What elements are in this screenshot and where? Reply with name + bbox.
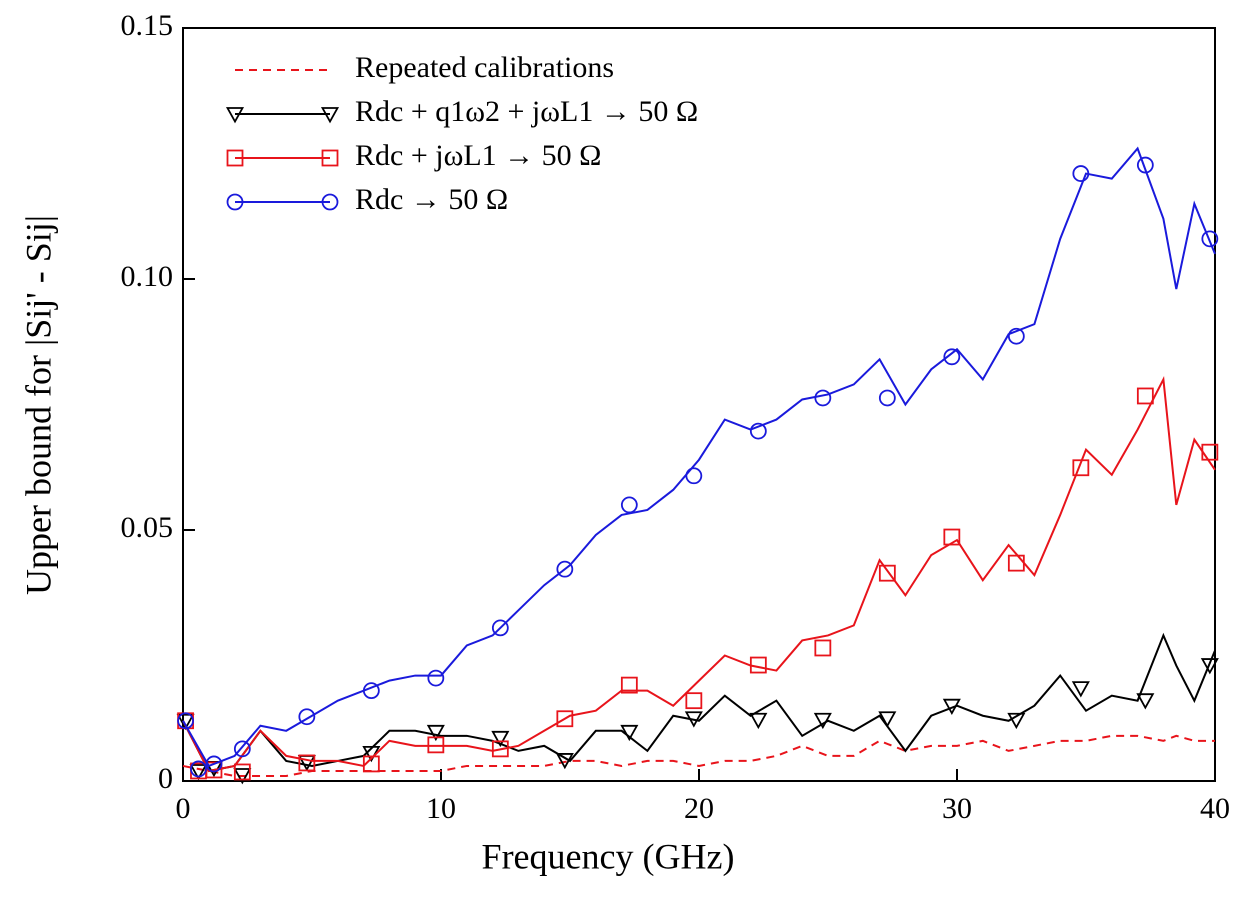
legend-marker <box>226 193 244 211</box>
data-point <box>749 712 768 730</box>
data-point <box>233 768 252 785</box>
legend-marker <box>226 149 244 167</box>
series-line <box>182 375 1216 773</box>
data-point <box>298 708 316 726</box>
data-point <box>1072 165 1090 182</box>
legend-marker <box>321 149 339 167</box>
y-tick-label: 0 <box>158 762 173 795</box>
data-point <box>1072 459 1090 477</box>
data-point <box>814 389 832 407</box>
data-point <box>491 740 509 758</box>
legend-label: Rdc + q1ω2 + jωL1 → 50 Ω <box>355 95 698 128</box>
data-point <box>556 710 574 728</box>
legend-marker <box>320 107 340 124</box>
data-point <box>555 753 574 770</box>
legend-label: Rdc → 50 Ω <box>355 183 508 216</box>
data-point <box>942 698 961 716</box>
data-point <box>233 740 251 758</box>
data-point <box>1201 443 1219 461</box>
data-point <box>491 730 510 748</box>
legend-label: Rdc + jωL1 → 50 Ω <box>355 139 601 172</box>
data-point <box>814 639 832 657</box>
data-point <box>749 422 767 440</box>
data-point <box>426 724 445 742</box>
legend-marker <box>225 107 245 124</box>
x-tick-label: 20 <box>684 792 714 825</box>
data-point <box>749 656 767 674</box>
data-point <box>233 763 251 781</box>
data-point <box>427 669 445 687</box>
data-point <box>177 712 194 730</box>
series-line <box>182 632 1216 773</box>
data-point <box>362 682 380 700</box>
data-point <box>1007 554 1025 572</box>
data-point <box>620 676 638 694</box>
x-tick-label: 10 <box>426 792 456 825</box>
data-point <box>1201 230 1219 248</box>
data-point <box>878 389 896 407</box>
y-tick-label: 0.15 <box>121 9 174 42</box>
x-tick-label: 40 <box>1200 792 1230 825</box>
data-point <box>1007 712 1026 730</box>
data-point <box>620 724 639 742</box>
data-point <box>298 754 316 772</box>
series-line <box>182 734 1215 777</box>
data-point <box>1200 658 1219 675</box>
x-tick-label: 0 <box>176 792 191 825</box>
data-point <box>878 711 897 728</box>
data-point <box>878 564 896 582</box>
data-point <box>1136 156 1154 174</box>
data-point <box>190 760 207 778</box>
data-point <box>491 619 509 637</box>
data-point <box>205 755 223 773</box>
data-point <box>813 712 832 730</box>
y-tick-label: 0.05 <box>121 511 174 544</box>
data-point <box>362 755 380 773</box>
series-line <box>182 146 1216 768</box>
legend-marker <box>321 193 339 211</box>
x-axis-label: Frequency (GHz) <box>482 836 735 876</box>
legend-label: Repeated calibrations <box>355 51 614 84</box>
plot-frame <box>182 27 1216 782</box>
y-tick-label: 0.10 <box>121 260 174 293</box>
data-point <box>685 467 703 485</box>
data-point <box>427 736 445 754</box>
data-point <box>1136 693 1155 710</box>
y-axis-label: Upper bound for |Sij' - Sij| <box>18 215 58 595</box>
data-point <box>176 713 195 731</box>
data-point <box>943 348 961 366</box>
data-point <box>1071 681 1090 698</box>
data-point <box>620 496 638 514</box>
data-point <box>556 560 574 578</box>
data-point <box>943 528 961 546</box>
data-point <box>684 711 703 728</box>
data-point <box>189 764 208 781</box>
data-point <box>1007 327 1025 345</box>
data-point <box>685 692 703 710</box>
x-tick-label: 30 <box>942 792 972 825</box>
data-point <box>1136 387 1154 405</box>
